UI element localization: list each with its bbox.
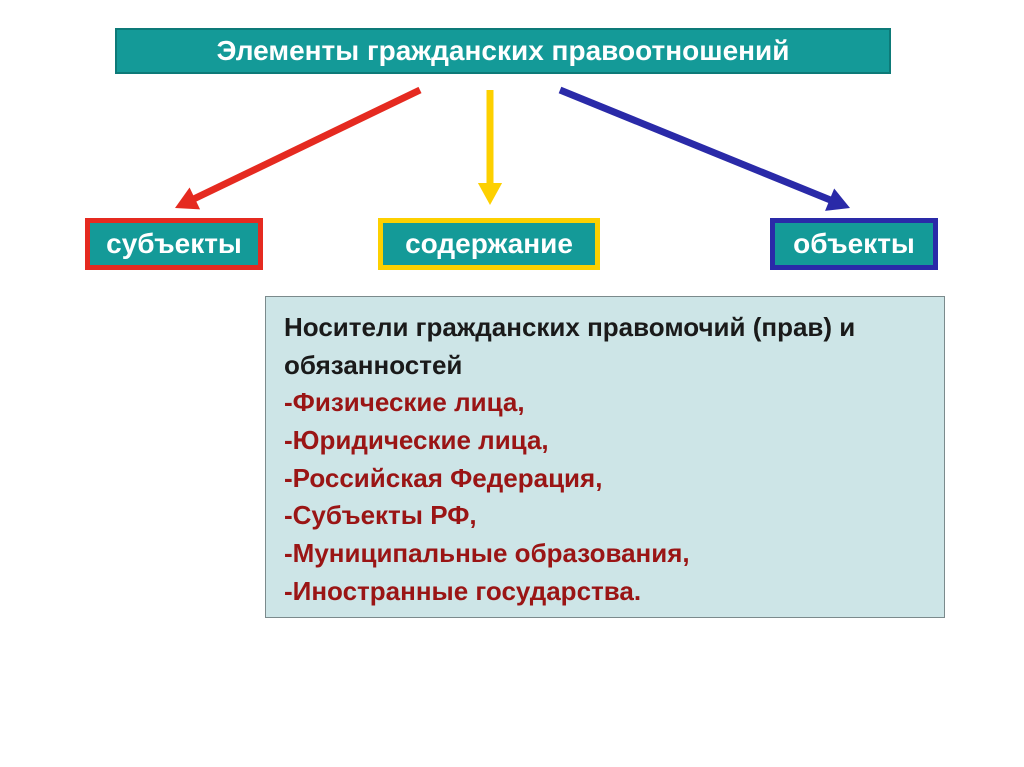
node-objects: объекты: [770, 218, 938, 270]
panel-item: -Субъекты РФ,: [284, 497, 926, 535]
panel-item: -Российская Федерация,: [284, 460, 926, 498]
diagram-title: Элементы гражданских правоотношений: [115, 28, 891, 74]
panel-heading: Носители гражданских правомочий (прав) и…: [284, 309, 926, 384]
node-subjects: субъекты: [85, 218, 263, 270]
arrow-center: [478, 90, 502, 205]
panel-item: -Физические лица,: [284, 384, 926, 422]
panel-item: -Муниципальные образования,: [284, 535, 926, 573]
node-content: содержание: [378, 218, 600, 270]
arrow-right: [560, 90, 850, 211]
panel-item: -Иностранные государства.: [284, 573, 926, 611]
panel-item: -Юридические лица,: [284, 422, 926, 460]
arrow-left: [175, 90, 420, 209]
description-panel: Носители гражданских правомочий (прав) и…: [265, 296, 945, 618]
